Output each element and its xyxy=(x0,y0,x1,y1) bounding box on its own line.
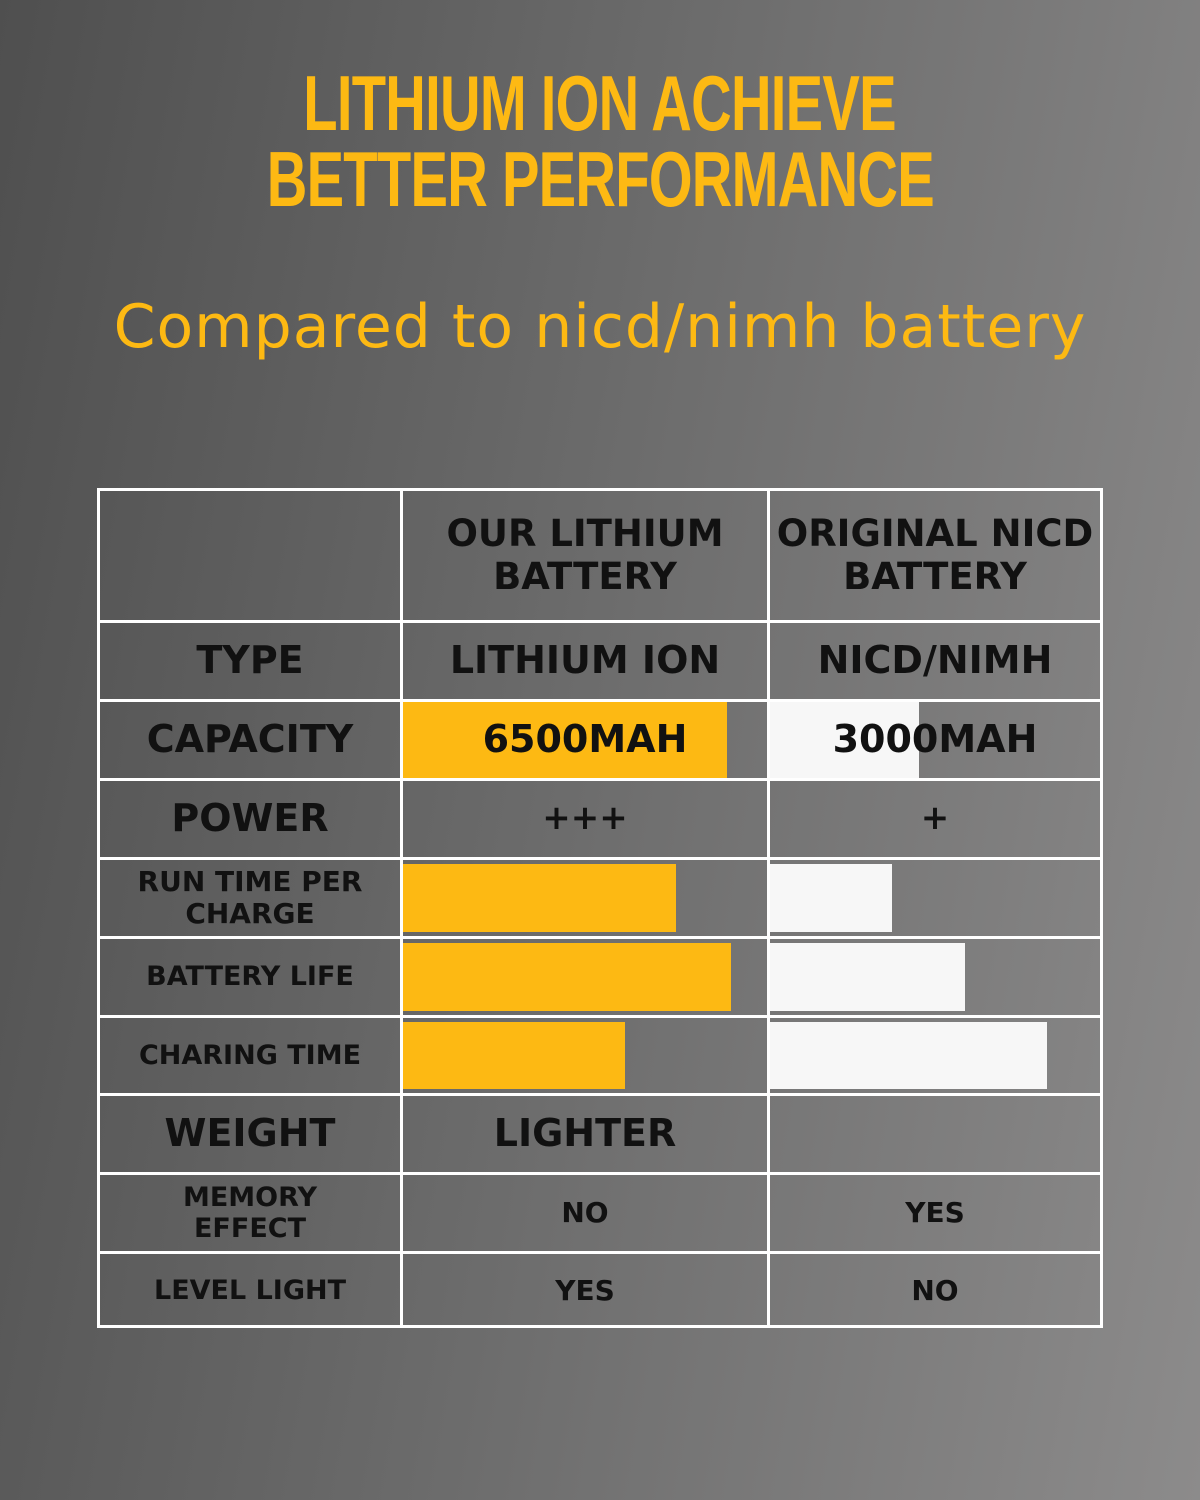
original-value-text: YES xyxy=(905,1195,965,1229)
original-value: NO xyxy=(767,1254,1100,1328)
table-row: MEMORY EFFECT NO YES xyxy=(100,1172,1100,1251)
ours-value-level-bar xyxy=(403,702,727,778)
row-label-text: TYPE xyxy=(196,638,304,683)
table-row: LEVEL LIGHT YES NO xyxy=(100,1251,1100,1328)
row-label: TYPE xyxy=(100,623,400,699)
row-label-text: MEMORY EFFECT xyxy=(183,1181,317,1244)
row-label: MEMORY EFFECT xyxy=(100,1175,400,1251)
original-value-text: NO xyxy=(911,1273,959,1307)
ours-value-text: LITHIUM ION xyxy=(449,638,721,683)
ours-value: YES xyxy=(400,1254,767,1328)
original-value: 3000MAH xyxy=(767,702,1100,778)
ours-value-text: LIGHTER xyxy=(493,1111,677,1156)
row-label-text: CAPACITY xyxy=(146,717,354,762)
ours-value xyxy=(400,1018,767,1093)
ours-value: LIGHTER xyxy=(400,1096,767,1172)
original-value-level-bar xyxy=(770,702,919,778)
original-value-text: + xyxy=(920,798,950,839)
title-line-2: BETTER PERFORMANCE xyxy=(0,135,1200,223)
original-value-text: 3000MAH xyxy=(832,717,1038,762)
original-value: + xyxy=(767,781,1100,857)
row-label-text: POWER xyxy=(171,796,329,841)
title-text: LITHIUM ION ACHIEVE xyxy=(303,59,897,147)
original-value-level-bar xyxy=(770,1022,1048,1089)
row-label: LEVEL LIGHT xyxy=(100,1254,400,1328)
row-label: RUN TIME PER CHARGE xyxy=(100,860,400,936)
original-value xyxy=(767,1018,1100,1093)
table-row: WEIGHT LIGHTER xyxy=(100,1093,1100,1172)
row-label-text: BATTERY LIFE xyxy=(146,961,354,993)
ours-value-text: NO xyxy=(561,1195,609,1229)
row-label-text: WEIGHT xyxy=(164,1111,336,1156)
header-empty-cell xyxy=(100,491,400,620)
ours-value-level-bar xyxy=(403,1022,626,1089)
table-row: BATTERY LIFE xyxy=(100,936,1100,1015)
header-ours-text: OUR LITHIUM BATTERY xyxy=(446,511,724,598)
row-label: BATTERY LIFE xyxy=(100,939,400,1015)
original-value-level-bar xyxy=(770,943,965,1011)
ours-value xyxy=(400,860,767,936)
ours-value-text: 6500MAH xyxy=(482,717,688,762)
ours-value xyxy=(400,939,767,1015)
original-value-level-bar xyxy=(770,864,893,932)
original-value xyxy=(767,939,1100,1015)
row-label-text: CHARING TIME xyxy=(138,1039,362,1071)
title-text: BETTER PERFORMANCE xyxy=(266,135,934,223)
header-ours: OUR LITHIUM BATTERY xyxy=(400,491,767,620)
table-row: CAPACITY 6500MAH 3000MAH xyxy=(100,699,1100,778)
row-label: WEIGHT xyxy=(100,1096,400,1172)
ours-value: +++ xyxy=(400,781,767,857)
ours-value: 6500MAH xyxy=(400,702,767,778)
original-value-text: NICD/NIMH xyxy=(817,638,1053,683)
row-label-text: LEVEL LIGHT xyxy=(153,1275,347,1307)
ours-value: LITHIUM ION xyxy=(400,623,767,699)
title-line-1: LITHIUM ION ACHIEVE xyxy=(0,59,1200,147)
comparison-table: OUR LITHIUM BATTERY ORIGINAL NICD BATTER… xyxy=(97,488,1103,1328)
ours-value-text: YES xyxy=(555,1273,615,1307)
table-row: POWER +++ + xyxy=(100,778,1100,857)
header-original-text: ORIGINAL NICD BATTERY xyxy=(776,511,1094,598)
ours-value-level-bar xyxy=(403,943,731,1011)
original-value: NICD/NIMH xyxy=(767,623,1100,699)
table-row: CHARING TIME xyxy=(100,1015,1100,1093)
ours-value-level-bar xyxy=(403,864,676,932)
table-header-row: OUR LITHIUM BATTERY ORIGINAL NICD BATTER… xyxy=(100,491,1100,620)
header-original: ORIGINAL NICD BATTERY xyxy=(767,491,1100,620)
row-label: CHARING TIME xyxy=(100,1018,400,1093)
subtitle: Compared to nicd/nimh battery xyxy=(113,292,1087,362)
original-value: YES xyxy=(767,1175,1100,1251)
row-label: CAPACITY xyxy=(100,702,400,778)
original-value xyxy=(767,1096,1100,1172)
original-value xyxy=(767,860,1100,936)
table-row: RUN TIME PER CHARGE xyxy=(100,857,1100,936)
ours-value-text: +++ xyxy=(542,798,628,839)
row-label-text: RUN TIME PER CHARGE xyxy=(137,864,363,930)
row-label: POWER xyxy=(100,781,400,857)
ours-value: NO xyxy=(400,1175,767,1251)
table-row: TYPE LITHIUM ION NICD/NIMH xyxy=(100,620,1100,699)
